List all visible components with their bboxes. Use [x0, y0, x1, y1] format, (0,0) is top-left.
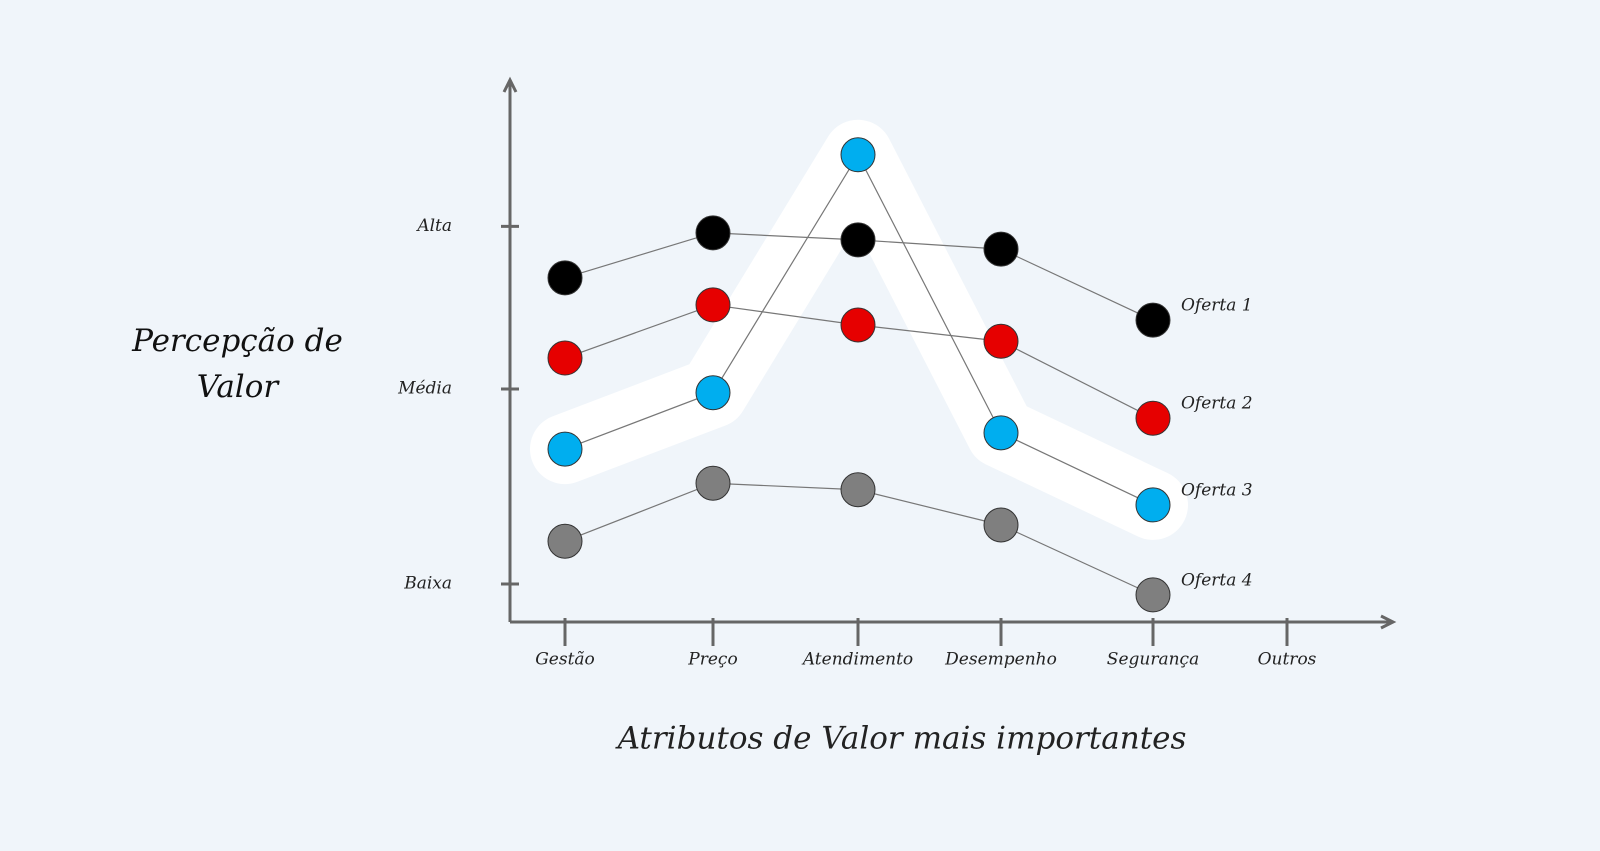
- point: [695, 375, 731, 411]
- y-tick-label: Alta: [415, 216, 452, 236]
- legend-label: Oferta 1: [1181, 296, 1253, 316]
- x-axis-arrow: [1380, 614, 1397, 630]
- point: [547, 340, 583, 376]
- y-axis-title: Percepção de Valor: [132, 323, 343, 405]
- point: [695, 465, 731, 501]
- point: [1135, 487, 1171, 523]
- point: [547, 523, 583, 559]
- point: [547, 431, 583, 467]
- x-tick-label: Atendimento: [801, 650, 913, 670]
- legend-label: Oferta 4: [1181, 570, 1253, 590]
- point: [1135, 577, 1171, 613]
- x-tick-label: Gestão: [535, 650, 595, 670]
- legend-label: Oferta 3: [1181, 480, 1253, 500]
- point: [840, 307, 876, 343]
- point: [983, 231, 1019, 267]
- y-tick-label: Média: [397, 378, 452, 398]
- point: [1135, 302, 1171, 338]
- x-tick-label: Desempenho: [944, 650, 1057, 670]
- point: [983, 415, 1019, 451]
- y-axis-arrow: [502, 76, 518, 93]
- point: [983, 323, 1019, 359]
- x-tick-label: Preço: [687, 650, 737, 670]
- legend-label: Oferta 2: [1181, 394, 1253, 414]
- x-tick-label: Segurança: [1107, 650, 1199, 670]
- point: [840, 222, 876, 258]
- point: [983, 507, 1019, 543]
- point: [840, 137, 876, 173]
- x-tick-label: Outros: [1258, 650, 1317, 670]
- point: [840, 472, 876, 508]
- point: [547, 260, 583, 296]
- point: [1135, 400, 1171, 436]
- y-tick-label: Baixa: [403, 574, 452, 594]
- point: [695, 215, 731, 251]
- point: [695, 287, 731, 323]
- x-axis-title: Atributos de Valor mais importantes: [615, 721, 1187, 757]
